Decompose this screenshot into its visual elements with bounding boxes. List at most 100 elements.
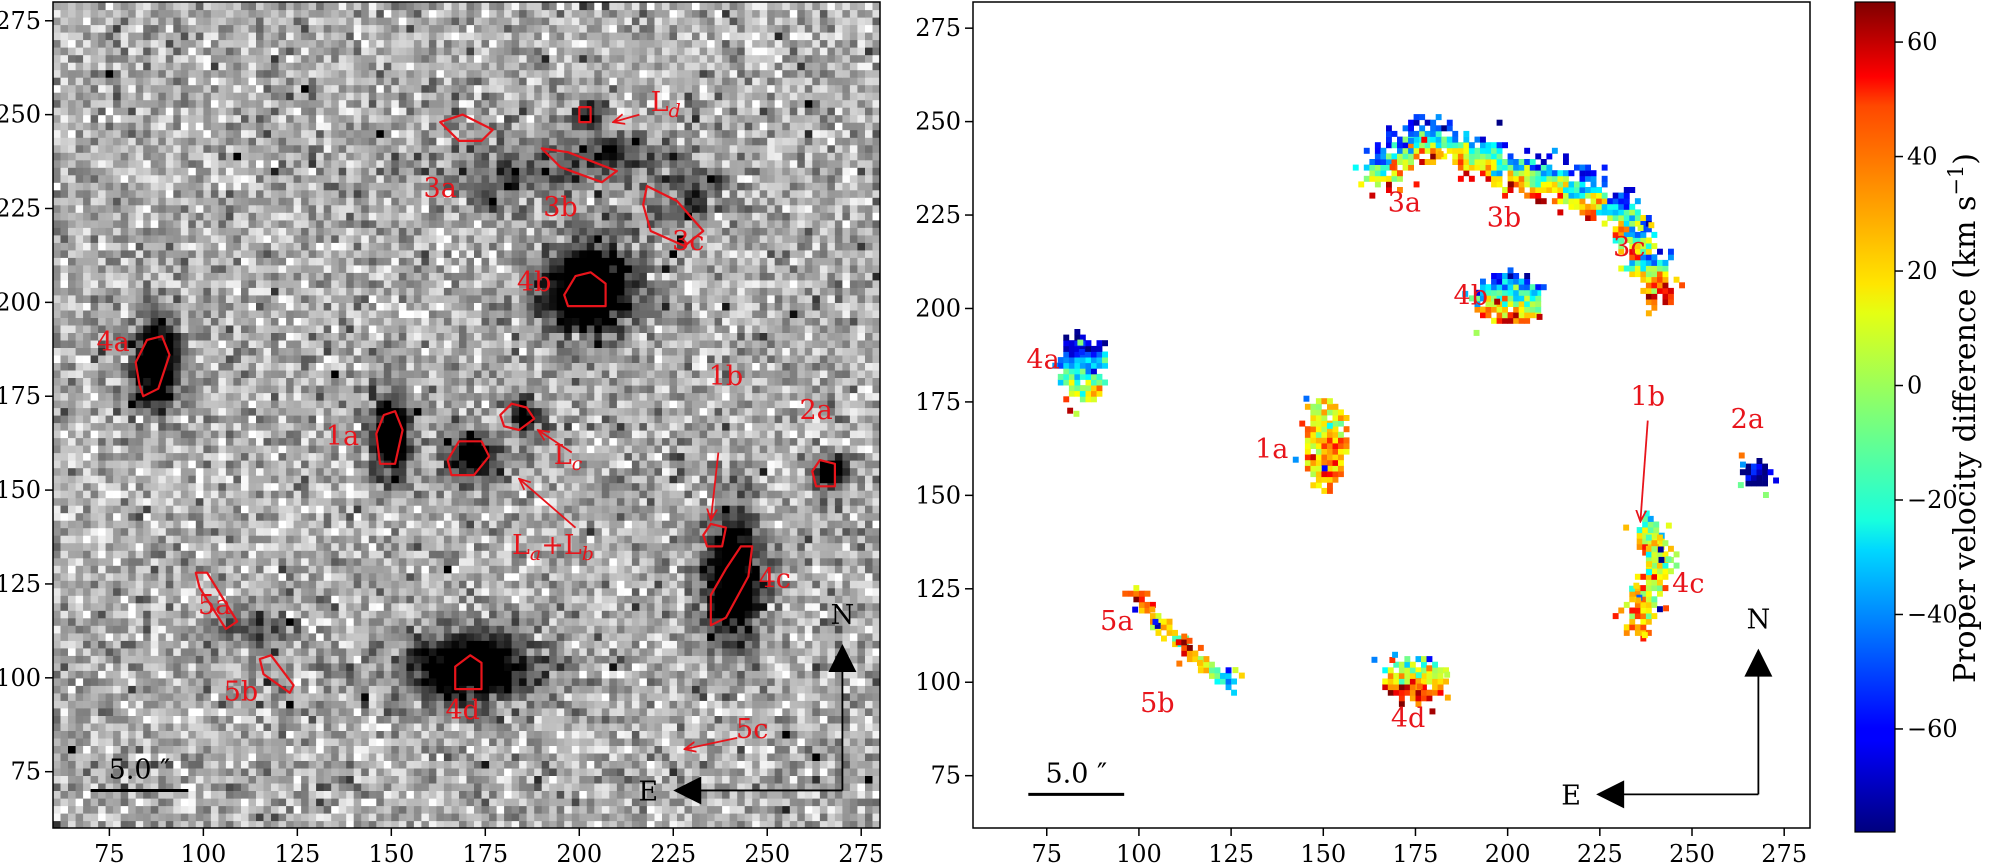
y-tick-label: 100 (915, 668, 961, 696)
colorbar-tick-label: 0 (1907, 372, 1922, 400)
contour-4b (563, 271, 607, 308)
right-axes-frame (972, 1, 1811, 829)
x-tick-label: 250 (744, 840, 790, 864)
region-label-3a: 3a (1388, 187, 1421, 218)
velocity-pixels (1052, 114, 1779, 715)
region-label-1b: 1b (709, 361, 743, 392)
contour-4c (709, 545, 754, 627)
contour-4a (134, 335, 171, 398)
region-label-3c: 3c (672, 226, 704, 257)
x-tick-label: 100 (180, 840, 226, 864)
region-label-1a: 1a (326, 421, 359, 452)
x-tick-label: 75 (94, 840, 125, 864)
contour-4d (454, 654, 483, 691)
region-label-4c: 4c (1672, 569, 1704, 600)
east-arrow-head (673, 776, 702, 805)
x-tick-label: 150 (368, 840, 414, 864)
x-tick-label: 275 (1761, 840, 1807, 864)
y-tick-label: 75 (10, 758, 41, 786)
x-tick-label: 225 (1577, 840, 1623, 864)
colorbar-gradient (1854, 1, 1896, 833)
contour-3a (439, 113, 494, 142)
north-label: N (1747, 605, 1771, 636)
region-label-2a: 2a (799, 395, 832, 426)
y-tick-label: 125 (915, 575, 961, 603)
region-label-5a: 5a (198, 590, 231, 621)
colorbar-tick-label: −20 (1907, 486, 1958, 514)
colorbar-label: Proper velocity difference (km s−1) (1944, 153, 1983, 683)
contour-3b (540, 147, 619, 184)
east-arrow-head (1596, 780, 1625, 809)
y-tick-label: 275 (0, 7, 41, 35)
colorbar-tick-label: −60 (1907, 715, 1958, 743)
contour-1a (375, 410, 404, 465)
region-label-4c: 4c (759, 564, 791, 595)
y-tick-label: 150 (0, 476, 41, 504)
region-label-5c: 5c (736, 714, 768, 745)
left-annotations: 4a 1a 3a 3b 3c 4b 1b 2a 4c 5a 5b 4d 5c Ld Lc La+Lb 5.0 ″… (90, 87, 857, 807)
x-tick-label: 100 (1116, 840, 1162, 864)
grayscale-image (53, 2, 880, 828)
region-label-4b: 4b (517, 267, 551, 298)
line-label: Ld (651, 87, 681, 122)
east-label: E (1561, 780, 1581, 811)
region-label-3c: 3c (1613, 232, 1645, 263)
y-tick-label: 200 (915, 294, 961, 322)
pointer-arrow (711, 452, 720, 521)
x-tick-label: 250 (1669, 840, 1715, 864)
north-label: N (831, 600, 855, 631)
pointer-arrow (538, 430, 573, 454)
scale-bar-label: 5.0 ″ (1045, 758, 1107, 789)
right-y-axis: 75 100 125 150 175 200 225 250 275 (915, 14, 973, 790)
north-arrow-head (1744, 648, 1773, 677)
y-tick-label: 100 (0, 664, 41, 692)
contour-3c (642, 184, 705, 248)
x-tick-label: 125 (1208, 840, 1254, 864)
line-label: Lc (554, 440, 583, 475)
y-tick-label: 275 (915, 14, 961, 42)
y-tick-label: 125 (0, 570, 41, 598)
region-label-5b: 5b (224, 676, 258, 707)
y-tick-label: 225 (915, 201, 961, 229)
scale-bar-label: 5.0 ″ (109, 754, 171, 785)
region-label-5b: 5b (1140, 688, 1174, 719)
east-label: E (638, 776, 658, 807)
region-label-3b: 3b (1487, 202, 1521, 233)
region-label-4d: 4d (446, 695, 480, 726)
right-annotations: 4a 1a 3a 3b 3c 4b 1b 2a 4c 5a 5b 4d 5.0 ″ N E (1026, 187, 1773, 811)
y-tick-label: 225 (0, 195, 41, 223)
colorbar-ticks: 60 40 20 0 −20 −40 −60 (1895, 28, 1958, 743)
x-tick-label: 175 (462, 840, 508, 864)
left-x-axis: 75 100 125 150 175 200 225 250 275 (94, 828, 884, 864)
right-x-axis: 75 100 125 150 175 200 225 250 275 (1031, 828, 1807, 864)
y-tick-label: 150 (915, 481, 961, 509)
x-tick-label: 125 (274, 840, 320, 864)
contour-5b (258, 654, 295, 694)
y-tick-label: 75 (930, 762, 961, 790)
colorbar-tick-label: −40 (1907, 600, 1958, 628)
x-tick-label: 75 (1031, 840, 1062, 864)
line-label: La+Lb (512, 530, 594, 565)
pointer-arrow (1640, 420, 1649, 522)
pointer-arrow (519, 479, 577, 529)
region-label-3a: 3a (424, 173, 457, 204)
colorbar-tick-label: 20 (1907, 257, 1938, 285)
x-tick-label: 175 (1393, 840, 1439, 864)
region-label-4a: 4a (97, 327, 130, 358)
y-tick-label: 200 (0, 288, 41, 316)
region-label-5a: 5a (1100, 606, 1133, 637)
y-tick-label: 250 (0, 101, 41, 129)
pointer-arrow (613, 115, 640, 123)
x-tick-label: 225 (650, 840, 696, 864)
colorbar: 60 40 20 0 −20 −40 −60 Proper velocity differe… (1854, 1, 1983, 833)
right-panel-velocity-map: 4a 1a 3a 3b 3c 4b 1b 2a 4c 5a 5b 4d 5.0 ″ N E 75 100 125… (915, 1, 1811, 864)
region-label-4d: 4d (1391, 703, 1425, 734)
pointer-arrow (685, 737, 738, 749)
region-label-4a: 4a (1026, 344, 1059, 375)
region-label-3b: 3b (543, 192, 577, 223)
region-label-1b: 1b (1631, 382, 1665, 413)
region-label-4b: 4b (1454, 281, 1488, 312)
region-contours (134, 105, 837, 694)
y-tick-label: 175 (915, 388, 961, 416)
